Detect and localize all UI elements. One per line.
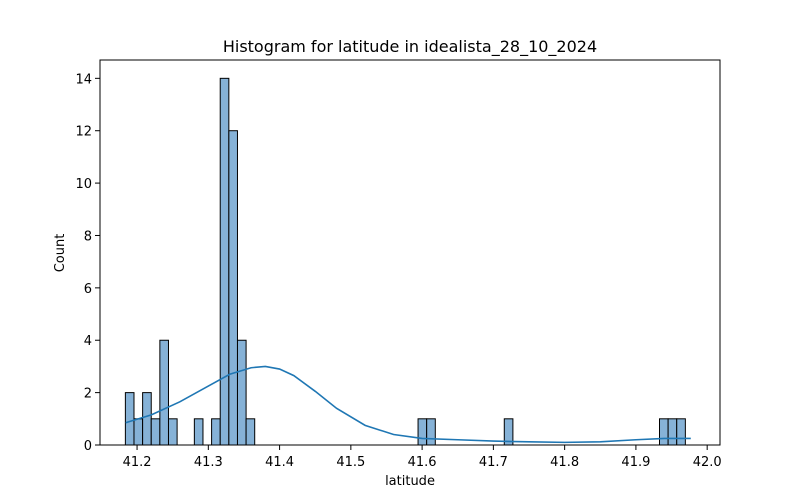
x-tick-label: 41.6 <box>408 455 437 470</box>
kde-line <box>125 365 691 444</box>
y-tick-label: 12 <box>75 125 92 140</box>
y-tick-label: 10 <box>75 177 92 192</box>
x-tick-label: 42.0 <box>693 455 722 470</box>
histogram-bar <box>124 392 135 446</box>
x-tick-label: 41.5 <box>336 455 365 470</box>
histogram-bar <box>167 418 178 446</box>
plot-frame <box>99 59 721 446</box>
y-tick-label: 2 <box>84 387 92 402</box>
y-axis: 0 2 4 6 8 10 12 14 <box>75 72 100 454</box>
histogram-bar <box>245 418 256 446</box>
histogram-bar <box>659 418 669 446</box>
histogram-bar <box>228 130 238 446</box>
x-axis-label: latitude <box>385 474 435 489</box>
histogram-bar <box>150 418 161 446</box>
histogram-bar <box>142 392 152 446</box>
histogram-bar <box>426 418 436 446</box>
y-axis-label: Count <box>53 234 68 273</box>
histogram-bar <box>193 418 204 446</box>
histogram-bar <box>667 418 678 446</box>
x-tick-label: 41.7 <box>479 455 508 470</box>
x-tick-label: 41.4 <box>265 455 294 470</box>
x-tick-label: 41.9 <box>621 455 650 470</box>
chart-title: Histogram for latitude in idealista_28_1… <box>223 37 597 57</box>
x-tick-label: 41.2 <box>123 455 152 470</box>
histogram-bar <box>211 418 221 446</box>
y-tick-label: 6 <box>84 282 92 297</box>
x-tick-label: 41.3 <box>194 455 223 470</box>
histogram-bar <box>417 418 428 446</box>
x-tick-label: 41.8 <box>550 455 579 470</box>
y-tick-label: 4 <box>84 334 92 349</box>
histogram-bar <box>219 77 230 446</box>
histogram-bar <box>159 339 169 446</box>
y-tick-label: 14 <box>75 72 92 87</box>
y-tick-label: 0 <box>84 439 92 454</box>
histogram-bar <box>133 418 144 446</box>
x-axis: 41.2 41.3 41.4 41.5 41.6 41.7 41.8 41.9 42.0 <box>123 445 722 470</box>
y-tick-label: 8 <box>84 229 92 244</box>
histogram-bar <box>236 339 247 446</box>
histogram-bar <box>676 418 686 446</box>
